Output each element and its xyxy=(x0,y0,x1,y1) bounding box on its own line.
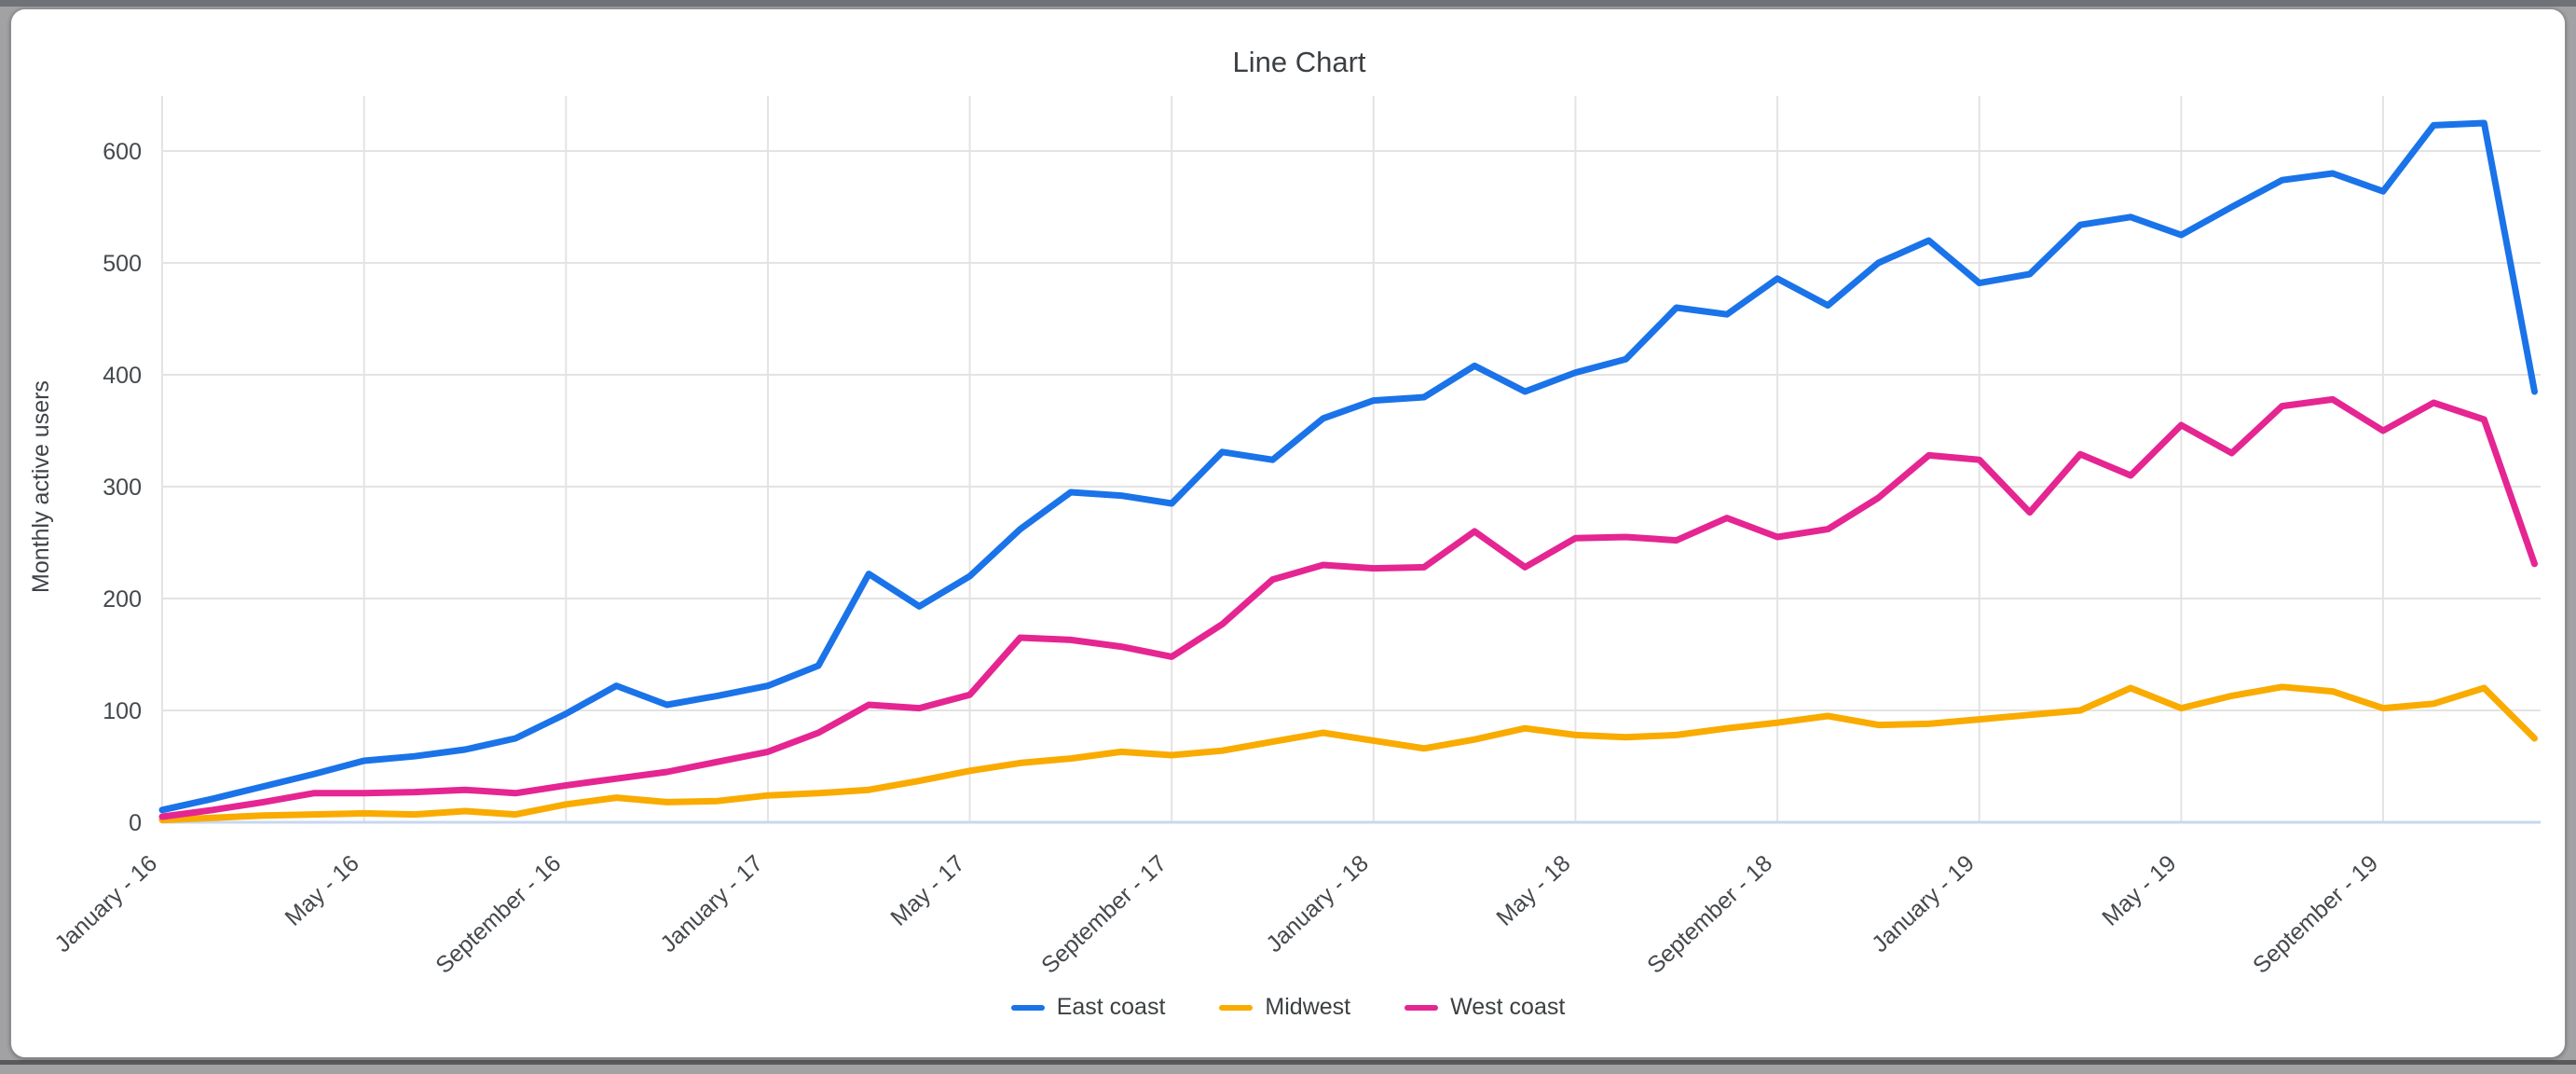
series-line-midwest xyxy=(158,683,2538,824)
x-tick-label: September - 17 xyxy=(1036,850,1172,979)
x-tick-label: September - 16 xyxy=(431,850,566,979)
chart-axis-labels: 0 100 200 300 400 500 600 January - 16 May - 16 S… xyxy=(49,139,2383,979)
legend-label: East coast xyxy=(1056,994,1166,1020)
x-tick-label: January - 17 xyxy=(655,850,768,957)
legend-item-east-coast: East coast xyxy=(1010,994,1166,1021)
x-tick-label: May - 17 xyxy=(885,850,969,931)
y-tick-label: 600 xyxy=(103,139,142,165)
x-tick-label: January - 16 xyxy=(49,850,162,957)
x-tick-label: May - 19 xyxy=(2097,850,2181,931)
chart-card: 0 100 200 300 400 500 600 January - 16 May - 16 S… xyxy=(10,8,2566,1058)
legend-item-midwest: Midwest xyxy=(1219,994,1350,1021)
y-axis-title: Monthly active users xyxy=(28,380,54,593)
y-tick-label: 300 xyxy=(103,475,142,501)
legend-item-west-coast: West coast xyxy=(1404,994,1565,1021)
line-chart[interactable]: 0 100 200 300 400 500 600 January - 16 May - 16 S… xyxy=(11,9,2576,1074)
legend-swatch xyxy=(1010,1004,1045,1011)
y-tick-label: 200 xyxy=(103,586,142,613)
chart-title: Line Chart xyxy=(1232,46,1365,78)
series-line-east-coast xyxy=(158,119,2538,814)
y-tick-label: 100 xyxy=(103,698,142,724)
window-top-edge xyxy=(0,0,2576,7)
x-tick-label: September - 18 xyxy=(1642,850,1777,979)
series-line-west-coast xyxy=(158,395,2538,820)
x-tick-label: January - 18 xyxy=(1261,850,1374,957)
x-tick-label: September - 19 xyxy=(2248,850,2383,979)
chart-series-lines xyxy=(158,119,2538,824)
x-tick-label: May - 18 xyxy=(1491,850,1575,931)
y-tick-label: 400 xyxy=(103,363,142,389)
x-tick-label: May - 16 xyxy=(281,850,364,931)
y-tick-label: 500 xyxy=(103,251,142,277)
legend-label: West coast xyxy=(1450,994,1566,1020)
legend: East coast Midwest West coast xyxy=(11,994,2565,1021)
y-tick-label: 0 xyxy=(129,810,142,836)
legend-swatch xyxy=(1404,1004,1439,1011)
chart-gridlines xyxy=(161,96,2541,824)
x-tick-label: January - 19 xyxy=(1867,850,1980,957)
window-bottom-edge xyxy=(0,1060,2576,1065)
legend-swatch xyxy=(1219,1004,1254,1011)
legend-label: Midwest xyxy=(1265,994,1351,1020)
